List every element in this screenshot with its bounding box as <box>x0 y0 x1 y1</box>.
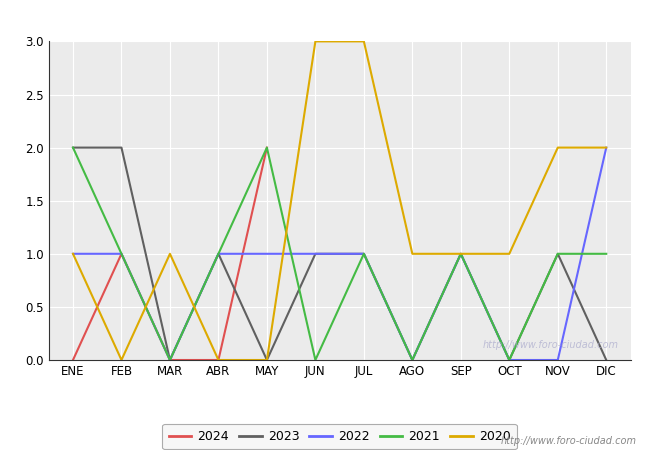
Legend: 2024, 2023, 2022, 2021, 2020: 2024, 2023, 2022, 2021, 2020 <box>162 424 517 450</box>
Text: http://www.foro-ciudad.com: http://www.foro-ciudad.com <box>501 436 637 446</box>
Text: http://www.foro-ciudad.com: http://www.foro-ciudad.com <box>483 341 619 351</box>
Text: Matriculaciones de Vehiculos en Maluenda: Matriculaciones de Vehiculos en Maluenda <box>133 11 517 29</box>
